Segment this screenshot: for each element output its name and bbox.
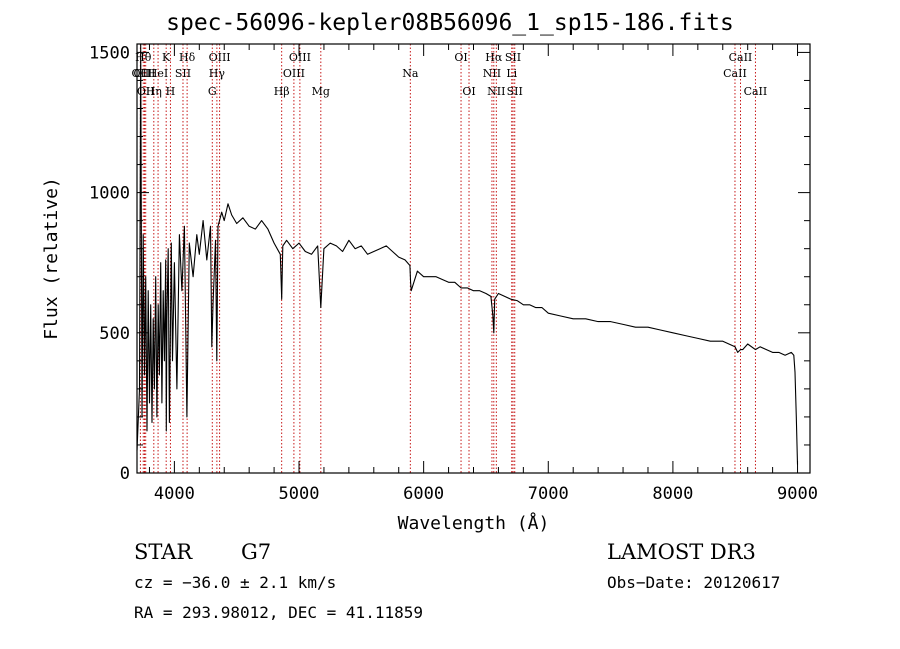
plot-frame [136,43,811,474]
y-tick-label: 1500 [89,43,130,63]
object-class: STAR [134,540,193,564]
line-label-9: Hδ [179,51,196,64]
sky-coordinates: RA = 293.98012, DEC = 41.11859 [134,603,423,622]
y-tick-label: 500 [99,324,130,344]
line-label-28: CaII [744,85,768,98]
line-label-18: OI [454,51,467,64]
line-label-20: NII [483,67,501,80]
line-label-21: Hα [485,51,503,64]
line-label-7: H [166,85,176,98]
axis-text: OIIHθOIIIOIIHηHeIKHSIIHδGHγOIIIHβOIIIOII… [41,43,818,534]
observation-date: Obs−Date: 20120617 [607,573,781,592]
x-tick-label: 5000 [279,484,320,504]
x-tick-label: 9000 [777,484,818,504]
line-label-13: Hβ [274,85,290,98]
line-label-1: Hθ [135,51,152,64]
redshift-velocity: cz = −36.0 ± 2.1 km/s [134,573,337,592]
line-label-3: OII [137,85,155,98]
line-label-14: OIII [283,67,305,80]
line-label-10: G [208,85,217,98]
line-label-27: CaII [729,51,753,64]
survey-name: LAMOST DR3 [607,540,756,564]
line-label-11: Hγ [209,67,226,80]
axes [136,43,811,474]
line-label-23: Li [506,67,517,80]
line-label-5: HeI [148,67,168,80]
spectrum-series [136,43,799,465]
line-label-25: SII [507,85,523,98]
line-label-2: OIII [133,67,155,80]
line-label-17: Na [402,67,419,80]
x-axis-label: Wavelength (Å) [398,512,550,534]
line-label-19: OI [462,85,475,98]
x-tick-label: 7000 [528,484,569,504]
line-label-16: Mg [312,85,330,98]
line-label-6: K [162,51,171,64]
chart-title: spec-56096-kepler08B56096_1_sp15-186.fit… [166,10,734,36]
line-label-0: OII [132,67,150,80]
line-label-15: OIII [289,51,311,64]
x-tick-label: 4000 [154,484,195,504]
y-tick-label: 1000 [89,184,130,204]
line-label-8: SII [175,67,191,80]
spectrum-line [136,43,799,465]
line-label-26: CaII [723,67,747,80]
spectral-subclass: G7 [241,540,272,564]
line-label-24: SII [505,51,521,64]
line-label-4: Hη [146,85,162,98]
y-tick-label: 0 [120,464,130,484]
line-label-12: OIII [209,51,231,64]
x-tick-label: 6000 [403,484,444,504]
line-markers [139,44,756,473]
line-label-22: NII [487,85,505,98]
y-axis-label: Flux (relative) [41,177,62,340]
x-tick-label: 8000 [652,484,693,504]
